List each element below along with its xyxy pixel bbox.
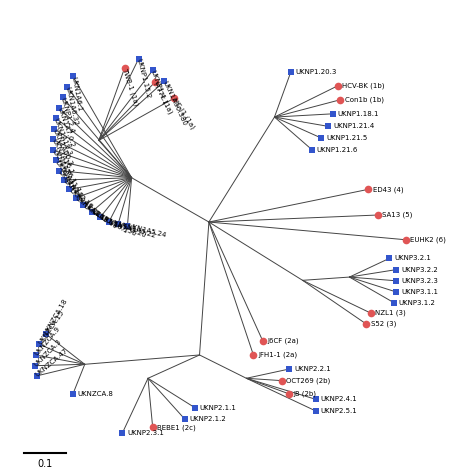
Text: UKN1A7.0.2: UKN1A7.0.2 <box>56 107 75 149</box>
Text: UKNP2.1.2: UKNP2.1.2 <box>189 416 226 422</box>
Text: UKN1A30.380: UKN1A30.380 <box>162 80 188 127</box>
Text: UKN1A3.10: UKN1A3.10 <box>82 203 118 230</box>
Text: UKN1A7.56: UKN1A7.56 <box>99 215 137 237</box>
Text: UKNP1.15.2: UKNP1.15.2 <box>136 58 152 100</box>
Text: TWB-1 (1a): TWB-1 (1a) <box>121 67 140 107</box>
Text: UKNP1.21.5: UKNP1.21.5 <box>326 135 367 141</box>
Text: J8 (2b): J8 (2b) <box>293 391 316 397</box>
Text: S52 (3): S52 (3) <box>371 320 396 327</box>
Text: NZL1 (3): NZL1 (3) <box>375 310 406 316</box>
Text: UKNZCA.8: UKNZCA.8 <box>78 391 114 397</box>
Text: UKN1A11.1: UKN1A11.1 <box>53 159 82 194</box>
Text: UKNP2.4.1: UKNP2.4.1 <box>320 396 357 402</box>
Text: UKNZCA.47: UKNZCA.47 <box>35 348 69 378</box>
Text: JFH1-1 (2a): JFH1-1 (2a) <box>258 352 297 358</box>
Text: ED43 (4): ED43 (4) <box>373 186 403 192</box>
Text: UKNP2.5.1: UKNP2.5.1 <box>320 408 357 414</box>
Text: SA13 (5): SA13 (5) <box>382 212 412 218</box>
Text: UKNP3.2.1: UKNP3.2.1 <box>394 255 431 261</box>
Text: UKNZCA.18: UKNZCA.18 <box>43 298 69 336</box>
Text: HC-J1 (1a): HC-J1 (1a) <box>171 97 196 130</box>
Text: UKN1A6.32: UKN1A6.32 <box>64 86 79 126</box>
Text: UKN1A5.20: UKN1A5.20 <box>108 219 147 239</box>
Text: UKNP1.18.1: UKNP1.18.1 <box>337 111 379 117</box>
Text: UKNP1.20.3: UKNP1.20.3 <box>296 69 337 75</box>
Text: UKNP2.2.1: UKNP2.2.1 <box>294 366 331 372</box>
Text: UKN1A60.3: UKN1A60.3 <box>51 128 73 166</box>
Text: UKN1A2.10: UKN1A2.10 <box>62 178 93 211</box>
Text: UKNP1.10.1: UKNP1.10.1 <box>90 209 129 235</box>
Text: UKN1A19.3: UKN1A19.3 <box>53 117 73 156</box>
Text: UKNP2.1.1: UKNP2.1.1 <box>200 405 237 410</box>
Text: UKNZCA.15: UKNZCA.15 <box>37 310 65 346</box>
Text: UKN1A16.1: UKN1A16.1 <box>50 138 74 176</box>
Text: EUHK2 (6): EUHK2 (6) <box>410 237 446 243</box>
Text: UKNP1.21.4: UKNP1.21.4 <box>333 123 374 129</box>
Text: UKNZCA.3: UKNZCA.3 <box>33 338 62 368</box>
Text: J6CF (2a): J6CF (2a) <box>267 337 299 344</box>
Text: UKNZCA.9: UKNZCA.9 <box>33 326 61 357</box>
Text: UKN1A6.1: UKN1A6.1 <box>70 76 82 112</box>
Text: UKN1A5.22: UKN1A5.22 <box>117 221 156 239</box>
Text: HCV-BK (1b): HCV-BK (1b) <box>342 82 385 89</box>
Text: 0.1: 0.1 <box>37 459 53 469</box>
Text: UKNP1.4.1: UKNP1.4.1 <box>150 69 168 106</box>
Text: Con1b (1b): Con1b (1b) <box>345 97 384 103</box>
Text: UKN1A2.1: UKN1A2.1 <box>57 169 84 200</box>
Text: UKNP3.1.2: UKNP3.1.2 <box>399 300 436 306</box>
Text: UKNP3.2.2: UKNP3.2.2 <box>401 266 438 273</box>
Text: UKN1A2.12: UKN1A2.12 <box>67 187 101 218</box>
Text: UKN1A2.19: UKN1A2.19 <box>74 195 109 225</box>
Text: UKNP3.2.3: UKNP3.2.3 <box>401 278 438 284</box>
Text: UKN1A56.1: UKN1A56.1 <box>51 148 77 185</box>
Text: H77c (1a): H77c (1a) <box>152 81 173 114</box>
Text: UKNP1.21.6: UKNP1.21.6 <box>317 147 358 153</box>
Text: UKNP3.1.1: UKNP3.1.1 <box>401 289 438 295</box>
Text: BEBE1 (2c): BEBE1 (2c) <box>157 424 196 430</box>
Text: UKNP1.2.4: UKNP1.2.4 <box>60 97 75 134</box>
Text: UKN1A5.24: UKN1A5.24 <box>127 223 166 239</box>
Text: OCT269 (2b): OCT269 (2b) <box>286 377 330 384</box>
Text: UKNP2.3.1: UKNP2.3.1 <box>127 430 164 437</box>
